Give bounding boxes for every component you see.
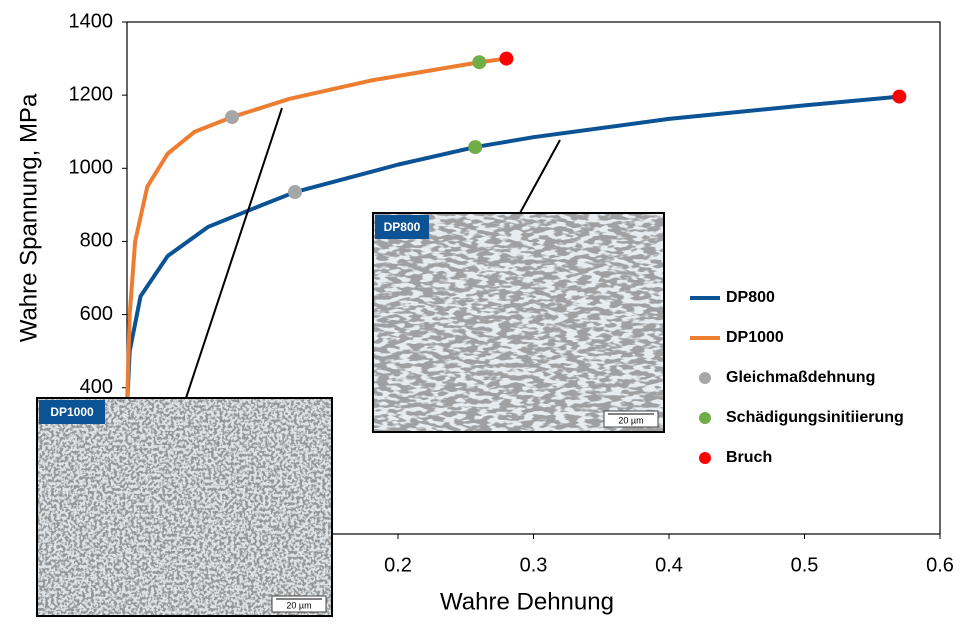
legend-label: Bruch [726,449,772,466]
micrograph-texture [373,213,664,432]
leader-line [519,139,561,214]
inset-dp1000: DP1000 20 µm [36,397,333,617]
inset-label: DP1000 [50,405,94,419]
inset-frame [36,397,333,617]
inset-label: DP800 [384,220,421,234]
scale-box [271,595,327,613]
scale-label: 20 µm [618,415,643,425]
marker [288,185,303,200]
marker [225,110,240,125]
x-tick-label: 0.5 [791,554,819,576]
inset-label-box [39,400,105,424]
y-tick-label: 1400 [69,10,114,32]
marker [892,89,907,104]
legend-swatch [699,372,711,384]
y-tick-label: 600 [80,303,113,325]
x-tick-label: 0.3 [520,554,548,576]
legend-label: DP1000 [726,329,784,346]
x-axis-title: Wahre Dehnung [440,588,614,615]
y-tick-label: 1000 [69,157,114,179]
micrograph-texture [37,398,332,616]
legend-label: Schädigungsinitiierung [726,409,904,426]
marker [472,55,487,70]
y-tick-label: 800 [80,230,113,252]
inset-frame [372,212,665,433]
series-line [125,56,507,407]
x-tick-label: 0.6 [926,554,954,576]
legend-label: Gleichmaßdehnung [726,369,875,386]
y-tick-label: 1200 [69,83,114,105]
x-tick-label: 0.2 [384,554,412,576]
scale-label: 20 µm [286,600,311,610]
y-tick-label: 400 [80,376,113,398]
marker [499,51,514,66]
x-tick-label: 0.4 [655,554,683,576]
y-axis-title: Wahre Spannung, MPa [15,93,42,342]
inset-dp800: DP800 20 µm [372,212,665,433]
inset-label-box [375,215,429,239]
legend-label: DP800 [726,289,775,306]
legend-swatch [699,412,711,424]
leader-line [185,107,283,399]
legend-swatch [699,452,711,464]
scale-box [603,410,659,428]
marker [468,140,483,155]
